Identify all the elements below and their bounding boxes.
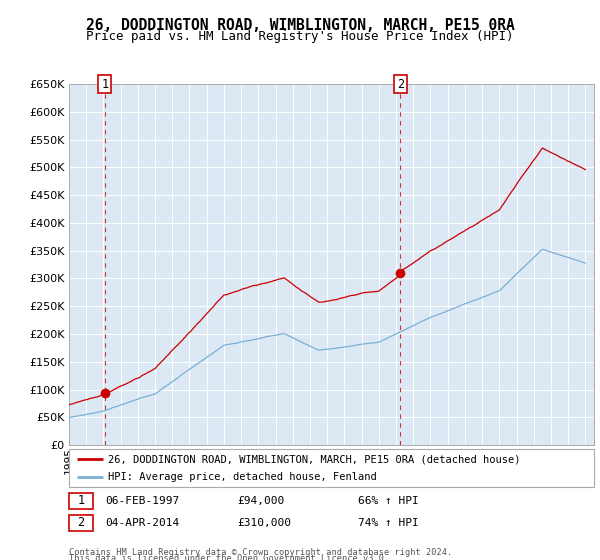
Text: 1: 1 — [77, 494, 85, 507]
FancyBboxPatch shape — [69, 493, 92, 508]
Text: Contains HM Land Registry data © Crown copyright and database right 2024.: Contains HM Land Registry data © Crown c… — [69, 548, 452, 557]
Text: 74% ↑ HPI: 74% ↑ HPI — [358, 518, 419, 528]
Text: £310,000: £310,000 — [237, 518, 291, 528]
Text: £94,000: £94,000 — [237, 496, 284, 506]
Text: Price paid vs. HM Land Registry's House Price Index (HPI): Price paid vs. HM Land Registry's House … — [86, 30, 514, 43]
Text: 2: 2 — [77, 516, 85, 530]
Text: 66% ↑ HPI: 66% ↑ HPI — [358, 496, 419, 506]
Text: HPI: Average price, detached house, Fenland: HPI: Average price, detached house, Fenl… — [109, 472, 377, 482]
Text: 06-FEB-1997: 06-FEB-1997 — [106, 496, 180, 506]
FancyBboxPatch shape — [69, 449, 594, 487]
Text: 26, DODDINGTON ROAD, WIMBLINGTON, MARCH, PE15 0RA (detached house): 26, DODDINGTON ROAD, WIMBLINGTON, MARCH,… — [109, 454, 521, 464]
Text: 26, DODDINGTON ROAD, WIMBLINGTON, MARCH, PE15 0RA: 26, DODDINGTON ROAD, WIMBLINGTON, MARCH,… — [86, 18, 514, 33]
FancyBboxPatch shape — [69, 515, 92, 531]
Text: 1: 1 — [101, 77, 109, 91]
Text: 04-APR-2014: 04-APR-2014 — [106, 518, 180, 528]
Text: 2: 2 — [397, 77, 404, 91]
Text: This data is licensed under the Open Government Licence v3.0.: This data is licensed under the Open Gov… — [69, 554, 389, 560]
